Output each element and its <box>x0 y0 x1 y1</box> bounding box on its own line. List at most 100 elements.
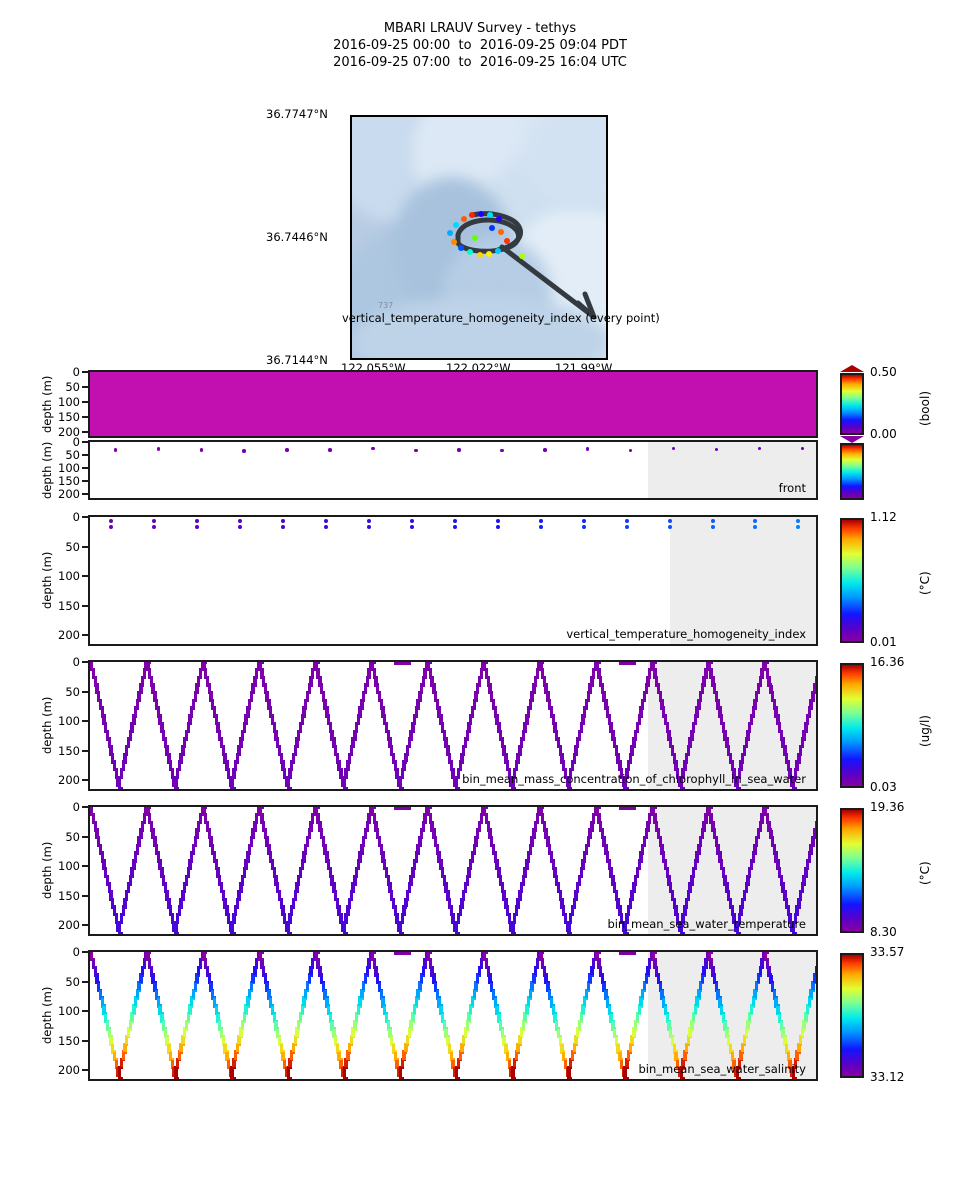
profile-segment <box>807 708 812 716</box>
profile-segment <box>218 731 222 739</box>
profile-segment <box>405 746 410 755</box>
cbar-vthi[interactable] <box>840 518 864 643</box>
profile-segment <box>402 905 408 909</box>
profile-segment <box>125 889 131 894</box>
profile-segment <box>618 952 636 956</box>
profile-segment <box>253 820 259 825</box>
profile-segment <box>326 866 333 871</box>
panel-boolean-fill[interactable] <box>88 370 818 438</box>
panel-chlorophyll[interactable] <box>88 660 818 791</box>
profile-segment <box>669 1028 673 1037</box>
profile-segment <box>597 820 603 825</box>
profile-segment <box>604 996 610 1000</box>
profile-segment <box>460 899 464 908</box>
profile-segment <box>437 853 441 861</box>
profile-segment <box>707 952 712 960</box>
profile-segment <box>198 959 203 968</box>
profile-segment <box>793 769 798 778</box>
profile-segment <box>565 928 571 932</box>
profile-segment <box>442 731 447 739</box>
profile-segment <box>656 836 662 840</box>
profile-segment <box>404 899 408 908</box>
profile-segment <box>151 685 155 693</box>
profile-segment <box>604 706 610 710</box>
profile-segment <box>254 959 259 968</box>
profile-segment <box>702 820 708 825</box>
y-axis-title: depth (m) <box>40 696 54 755</box>
y-axis-title: depth (m) <box>40 375 54 433</box>
profile-segment <box>332 1034 338 1039</box>
profile-segment <box>453 928 459 932</box>
profile-segment <box>337 762 341 770</box>
profile-segment <box>398 930 403 934</box>
profile-segment <box>177 1050 183 1054</box>
profile-segment <box>290 1052 294 1060</box>
panel-temperature[interactable] <box>88 805 818 936</box>
profile-segment <box>98 996 104 1000</box>
profile-segment <box>472 698 478 703</box>
profile-segment <box>298 721 304 726</box>
track-point <box>504 238 510 244</box>
survey-map[interactable]: 737 vertical_temperature_homogeneity_ind… <box>266 107 660 375</box>
profile-segment <box>95 691 101 695</box>
cbar-bool[interactable] <box>840 373 864 435</box>
profile-segment <box>404 754 408 763</box>
profile-segment <box>751 708 755 716</box>
profile-segment <box>181 746 185 755</box>
profile-segment <box>372 965 378 970</box>
profile-segment <box>726 1036 731 1045</box>
profile-segment <box>205 822 210 831</box>
data-point <box>371 446 375 451</box>
profile-segment <box>121 762 125 770</box>
profile-segment <box>140 967 145 976</box>
profile-segment <box>700 830 705 838</box>
profile-segment <box>572 1044 576 1053</box>
profile-segment <box>177 905 183 909</box>
profile-segment <box>190 853 194 861</box>
profile-segment <box>691 868 696 877</box>
profile-segment <box>602 837 606 846</box>
profile-segment <box>435 990 440 999</box>
profile-segment <box>612 744 619 749</box>
profile-segment <box>509 922 513 931</box>
cbar-temp[interactable] <box>840 808 864 933</box>
profile-segment <box>154 851 161 855</box>
profile-segment <box>546 982 550 991</box>
profile-segment <box>340 928 347 932</box>
profile-segment <box>611 731 615 739</box>
profile-segment <box>251 683 257 687</box>
cbar-sal[interactable] <box>840 953 864 1078</box>
colorbar-gradient <box>842 810 862 931</box>
panel-front[interactable] <box>88 440 818 500</box>
map-canvas[interactable]: 737 <box>350 115 608 360</box>
profile-segment <box>268 1004 275 1008</box>
profile-segment <box>100 1004 106 1008</box>
cbar-chl[interactable] <box>840 663 864 788</box>
panel-salinity[interactable] <box>88 950 818 1081</box>
profile-segment <box>107 744 113 749</box>
profile-segment <box>440 1013 445 1022</box>
y-axis-tick-label: 50 <box>65 539 80 554</box>
profile-segment <box>798 744 805 749</box>
profile-segment <box>139 830 143 838</box>
profile-segment <box>507 914 512 923</box>
profile-segment <box>225 907 229 915</box>
profile-segment <box>240 729 247 733</box>
profile-segment <box>807 998 812 1006</box>
cbar-front[interactable] <box>840 443 864 500</box>
track-point <box>478 211 484 217</box>
profile-segment <box>400 913 406 917</box>
profile-segment <box>655 973 661 977</box>
profile-segment <box>618 1058 624 1062</box>
profile-segment <box>421 675 427 680</box>
panel-vthi[interactable] <box>88 515 818 646</box>
profile-segment <box>581 714 587 718</box>
profile-segment <box>790 1067 794 1076</box>
profile-segment <box>188 714 194 718</box>
profile-segment <box>428 965 434 970</box>
profile-segment <box>623 922 627 931</box>
profile-segment <box>618 662 636 666</box>
profile-segment <box>105 876 110 884</box>
profile-segment <box>175 769 180 778</box>
profile-segment <box>493 859 499 863</box>
